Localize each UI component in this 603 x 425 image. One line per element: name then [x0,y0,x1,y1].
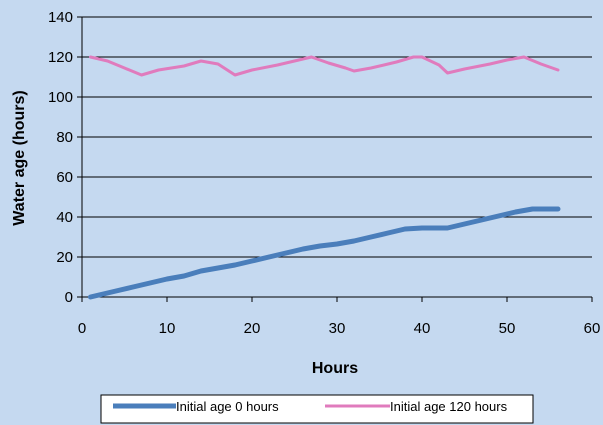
x-axis-title: Hours [312,360,358,377]
y-tick-label: 60 [56,169,73,186]
y-tick-label: 0 [65,289,73,306]
y-tick-label: 120 [48,49,73,66]
x-tick-label: 50 [499,320,516,337]
series-line-1 [89,55,560,77]
gridlines [82,16,592,258]
y-tick-label: 140 [48,9,73,26]
y-tick-label: 40 [56,209,73,226]
x-tick-label: 0 [78,320,86,337]
legend: Initial age 0 hours Initial age 120 hour… [100,394,534,424]
x-tick-label: 40 [414,320,431,337]
series-line-0 [88,206,561,300]
legend-box [100,394,534,424]
x-tick-label: 30 [329,320,346,337]
x-tick-label: 20 [244,320,261,337]
legend-label-initial-age-0: Initial age 0 hours [176,399,279,414]
y-tick-label: 20 [56,249,73,266]
y-axis-title: Water age (hours) [11,90,28,225]
axes [77,16,593,302]
y-tick-label: 100 [48,89,73,106]
y-tick-label: 80 [56,129,73,146]
tick-labels: 0 20 40 60 80 100 120 140 0 10 20 30 40 50 60 [48,9,600,337]
x-tick-label: 10 [159,320,176,337]
x-tick-label: 60 [584,320,601,337]
legend-label-initial-age-120: Initial age 120 hours [390,399,508,414]
series-lines [88,55,561,300]
